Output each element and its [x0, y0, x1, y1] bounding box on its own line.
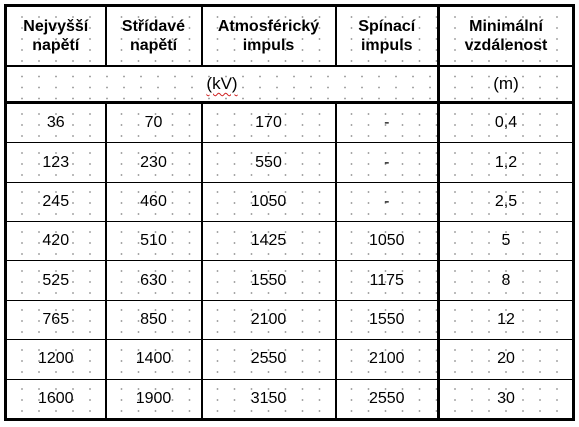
table-cell: 850: [105, 299, 203, 341]
table-cell: 20: [438, 339, 575, 380]
table-cell: 5: [438, 221, 575, 262]
table-cell: 765: [5, 299, 107, 341]
table-cell: 1175: [335, 260, 440, 301]
header-line: impuls: [360, 37, 413, 54]
table-cell: 420: [5, 221, 107, 262]
table-cell: -: [335, 142, 440, 183]
table-row: 1200 1400 2550 2100 20: [5, 339, 575, 380]
header-lightning-impulse: Atmosférický impuls: [201, 5, 337, 67]
table-cell: 12: [438, 299, 575, 341]
header-line: napětí: [32, 37, 80, 54]
table-body: 36 70 170 - 0,4 123 230 550 - 1,2 245 46…: [5, 101, 575, 421]
table-cell: 245: [5, 181, 107, 223]
table-cell: 1425: [201, 221, 337, 262]
table-cell: 550: [201, 142, 337, 183]
table-cell: 0,4: [438, 101, 575, 144]
table-row: 123 230 550 - 1,2: [5, 142, 575, 183]
header-line: Atmosférický: [217, 18, 320, 35]
voltage-distance-table: Nejvyšší napětí Střídavé napětí Atmosfér…: [4, 4, 575, 421]
table-cell: 1050: [201, 181, 337, 223]
unit-kv: (kV): [206, 74, 238, 93]
header-minimum-distance: Minimální vzdálenost: [438, 5, 575, 67]
unit-cell-voltage: (kV): [5, 65, 440, 104]
table-row: 1600 1900 3150 2550 30: [5, 378, 575, 421]
header-line: Nejvyšší: [23, 18, 89, 35]
table-cell: 630: [105, 260, 203, 301]
unit-cell-distance: (m): [438, 65, 574, 104]
table-cell: 36: [5, 101, 107, 144]
header-switching-impulse: Spínací impuls: [335, 5, 440, 67]
header-line: Minimální: [469, 18, 543, 35]
table-cell: 1400: [105, 339, 203, 380]
header-highest-voltage: Nejvyšší napětí: [5, 5, 107, 67]
table-cell: 2100: [335, 339, 440, 380]
table-cell: 1050: [335, 221, 440, 262]
unit-row: (kV) (m): [5, 65, 574, 104]
table-cell: 1200: [5, 339, 107, 380]
table-row: 36 70 170 - 0,4: [5, 101, 575, 144]
table-row: 245 460 1050 - 2,5: [5, 181, 575, 223]
table-cell: 30: [438, 378, 575, 421]
table-cell: 123: [5, 142, 107, 183]
table-cell: -: [335, 101, 440, 144]
table-cell: 230: [105, 142, 203, 183]
table-cell: 1,2: [438, 142, 575, 183]
header-ac-voltage: Střídavé napětí: [105, 5, 203, 67]
table-cell: -: [335, 181, 440, 223]
table-cell: 2550: [335, 378, 440, 421]
header-line: Spínací: [358, 18, 416, 35]
table-row: 765 850 2100 1550 12: [5, 299, 575, 341]
table-cell: 3150: [201, 378, 337, 421]
table-cell: 170: [201, 101, 337, 144]
table-cell: 2550: [201, 339, 337, 380]
header-line: napětí: [129, 37, 178, 54]
table-cell: 510: [105, 221, 203, 262]
table-row: 525 630 1550 1175 8: [5, 260, 575, 301]
unit-m: (m): [493, 74, 519, 93]
table-cell: 8: [438, 260, 575, 301]
table-cell: 460: [105, 181, 203, 223]
table-cell: 1550: [201, 260, 337, 301]
table-cell: 2,5: [438, 181, 575, 223]
table-cell: 1900: [105, 378, 203, 421]
table-cell: 1550: [335, 299, 440, 341]
table-row: 420 510 1425 1050 5: [5, 221, 575, 262]
table-cell: 1600: [5, 378, 107, 421]
header-row: Nejvyšší napětí Střídavé napětí Atmosfér…: [5, 5, 575, 67]
table-cell: 2100: [201, 299, 337, 341]
header-line: vzdálenost: [464, 37, 548, 54]
table-cell: 70: [105, 101, 203, 144]
table-cell: 525: [5, 260, 107, 301]
table-container: Nejvyšší napětí Střídavé napětí Atmosfér…: [4, 4, 575, 421]
header-line: Střídavé: [121, 18, 186, 35]
header-line: impuls: [242, 37, 295, 54]
